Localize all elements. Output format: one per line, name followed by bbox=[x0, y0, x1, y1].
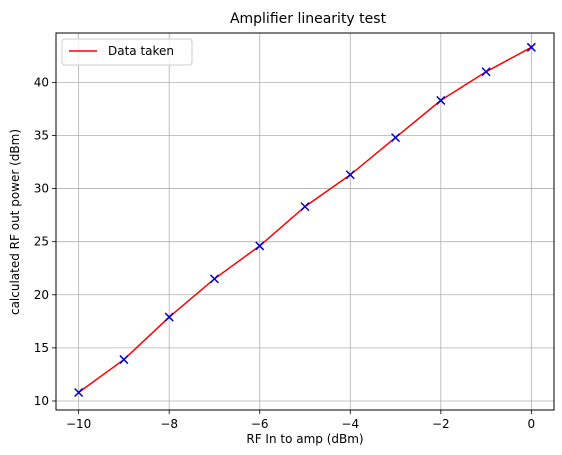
chart-title: Amplifier linearity test bbox=[230, 11, 387, 27]
data-point-marker bbox=[164, 312, 174, 322]
y-tick-label: 25 bbox=[34, 235, 49, 249]
y-tick-label: 10 bbox=[34, 394, 49, 408]
x-tick-label: −4 bbox=[341, 417, 359, 431]
legend: Data taken bbox=[61, 38, 193, 66]
plot-frame bbox=[55, 32, 555, 411]
y-tick-label: 20 bbox=[34, 288, 49, 302]
legend-box bbox=[61, 38, 193, 66]
data-point-marker bbox=[526, 42, 536, 52]
y-tick-label: 30 bbox=[34, 182, 49, 196]
x-tick-label: −6 bbox=[251, 417, 269, 431]
x-axis-label: RF In to amp (dBm) bbox=[246, 432, 363, 446]
legend-label: Data taken bbox=[108, 44, 174, 58]
x-tick-label: −8 bbox=[160, 417, 178, 431]
series-line bbox=[78, 46, 532, 394]
data-point-marker bbox=[345, 170, 355, 180]
data-point-marker bbox=[74, 387, 84, 398]
y-tick-label: 15 bbox=[34, 341, 49, 355]
grid-lines bbox=[56, 33, 554, 410]
y-axis-label: calculated RF out power (dBm) bbox=[8, 129, 22, 315]
x-tick-label: −10 bbox=[66, 417, 91, 431]
y-axis-ticks: 10 15 20 25 30 35 40 bbox=[34, 75, 56, 408]
data-point-marker bbox=[119, 355, 129, 365]
series-layer bbox=[74, 42, 536, 398]
y-tick-label: 40 bbox=[34, 75, 49, 89]
y-tick-label: 35 bbox=[34, 128, 49, 142]
data-point-marker bbox=[481, 67, 491, 77]
x-tick-label: 0 bbox=[528, 417, 536, 431]
data-point-marker bbox=[255, 241, 265, 251]
data-point-marker bbox=[391, 133, 401, 143]
data-point-marker bbox=[300, 202, 310, 212]
x-axis-ticks: −10 −8 −6 −4 −2 0 bbox=[66, 410, 535, 431]
data-point-marker bbox=[209, 274, 219, 284]
x-tick-label: −2 bbox=[432, 417, 450, 431]
data-point-marker bbox=[436, 95, 446, 105]
